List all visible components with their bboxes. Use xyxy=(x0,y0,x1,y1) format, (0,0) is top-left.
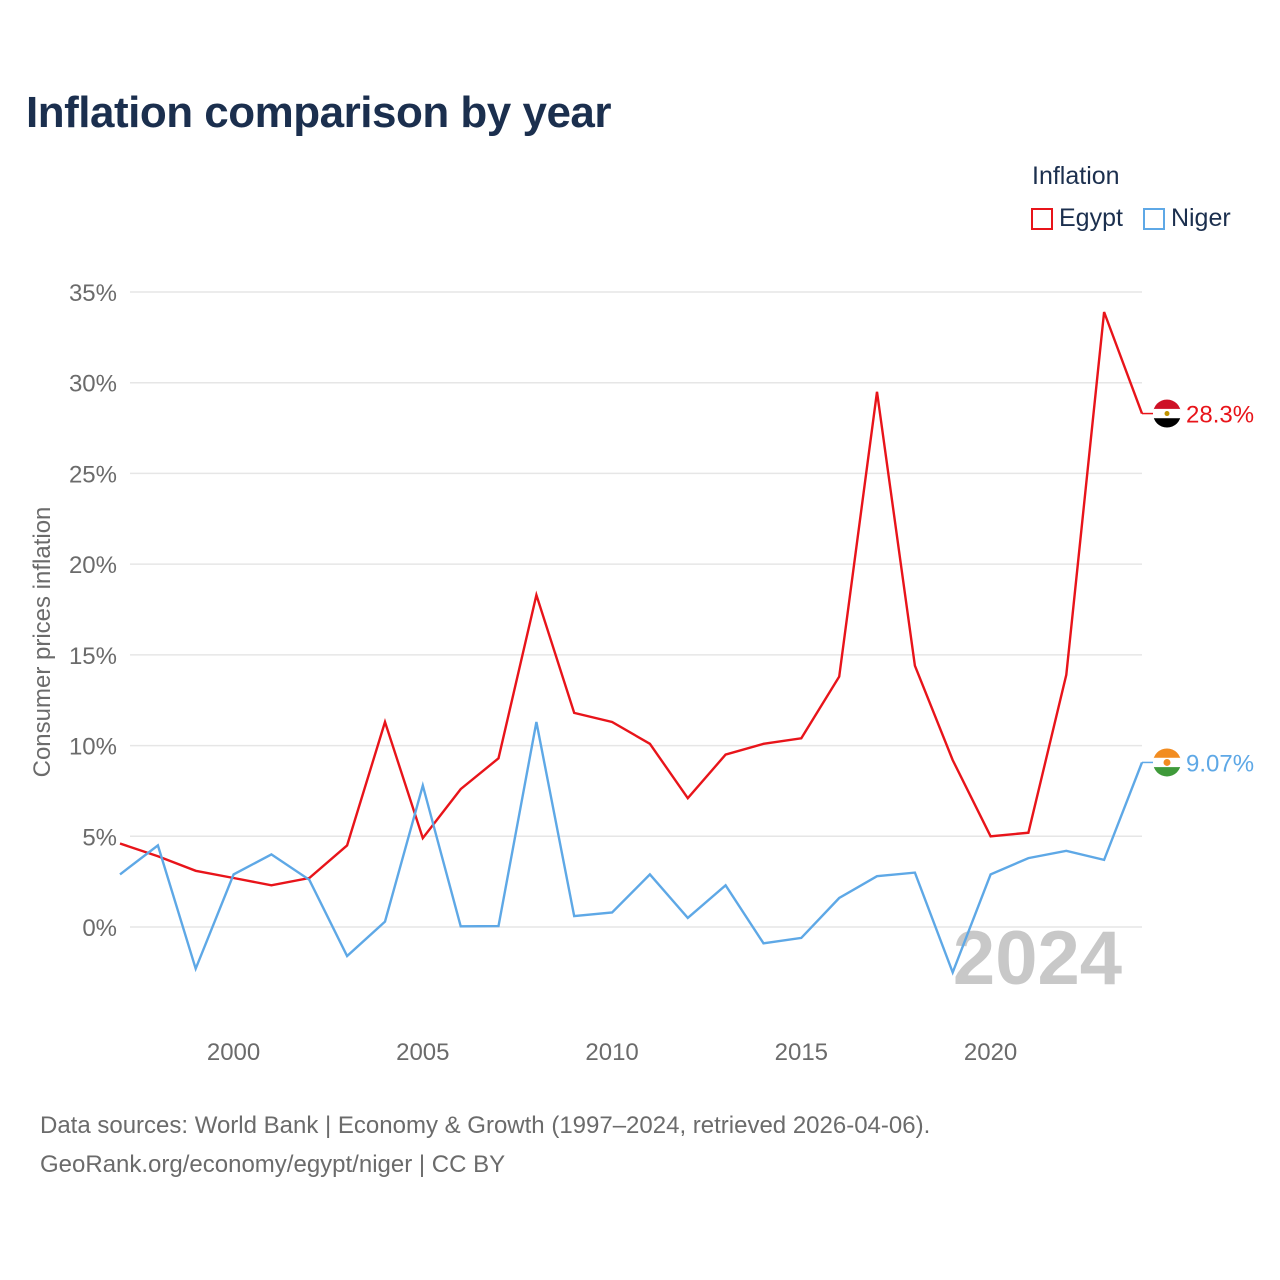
x-tick-label: 2005 xyxy=(396,1039,449,1066)
source-text: Data sources: World Bank | Economy & Gro… xyxy=(40,1106,930,1184)
y-tick-label: 25% xyxy=(69,461,117,488)
y-tick-label: 5% xyxy=(82,824,117,851)
legend-item-niger[interactable]: Niger xyxy=(1142,204,1231,233)
source-line-1: Data sources: World Bank | Economy & Gro… xyxy=(40,1112,931,1139)
y-tick-label: 10% xyxy=(69,734,117,761)
end-value-label-egypt: 28.3% xyxy=(1186,402,1254,429)
x-tick-label: 2010 xyxy=(585,1039,638,1066)
legend-swatch-egypt xyxy=(1031,207,1053,230)
x-tick-label: 2000 xyxy=(207,1039,260,1066)
legend-title: Inflation xyxy=(1032,162,1120,190)
series-line-egypt[interactable] xyxy=(119,311,1144,887)
end-value-label-niger: 9.07% xyxy=(1186,750,1254,777)
chart-title: Inflation comparison by year xyxy=(26,88,612,137)
x-tick-label: 2020 xyxy=(964,1039,1017,1066)
x-tick-label: 2015 xyxy=(775,1039,828,1066)
y-tick-label: 35% xyxy=(69,280,117,307)
series-line-niger[interactable] xyxy=(119,721,1144,976)
legend-swatch-niger xyxy=(1142,207,1165,230)
y-tick-label: 15% xyxy=(69,643,117,670)
legend-label-egypt: Egypt xyxy=(1059,204,1123,232)
series-lines xyxy=(119,311,1144,976)
legend-item-egypt[interactable]: Egypt xyxy=(1031,204,1123,233)
legend: Egypt Niger xyxy=(1031,204,1231,233)
y-tick-label: 20% xyxy=(69,552,117,579)
end-markers: 28.3% 9.07% xyxy=(1142,399,1254,777)
egypt-flag-icon xyxy=(1153,399,1181,428)
y-axis-ticks: 0% 5% 10% 15% 20% 25% 30% 35% xyxy=(69,280,117,942)
niger-flag-icon xyxy=(1153,748,1181,777)
legend-label-niger: Niger xyxy=(1170,204,1231,232)
year-watermark: 2024 xyxy=(953,916,1122,1001)
y-axis-label: Consumer prices inflation xyxy=(29,507,56,778)
y-tick-label: 30% xyxy=(69,371,117,398)
source-line-2[interactable]: GeoRank.org/economy/egypt/niger | CC BY xyxy=(40,1151,506,1178)
x-axis-ticks: 2000 2005 2010 2015 2020 xyxy=(207,1039,1017,1066)
gridlines xyxy=(130,291,1142,928)
y-tick-label: 0% xyxy=(82,915,117,942)
